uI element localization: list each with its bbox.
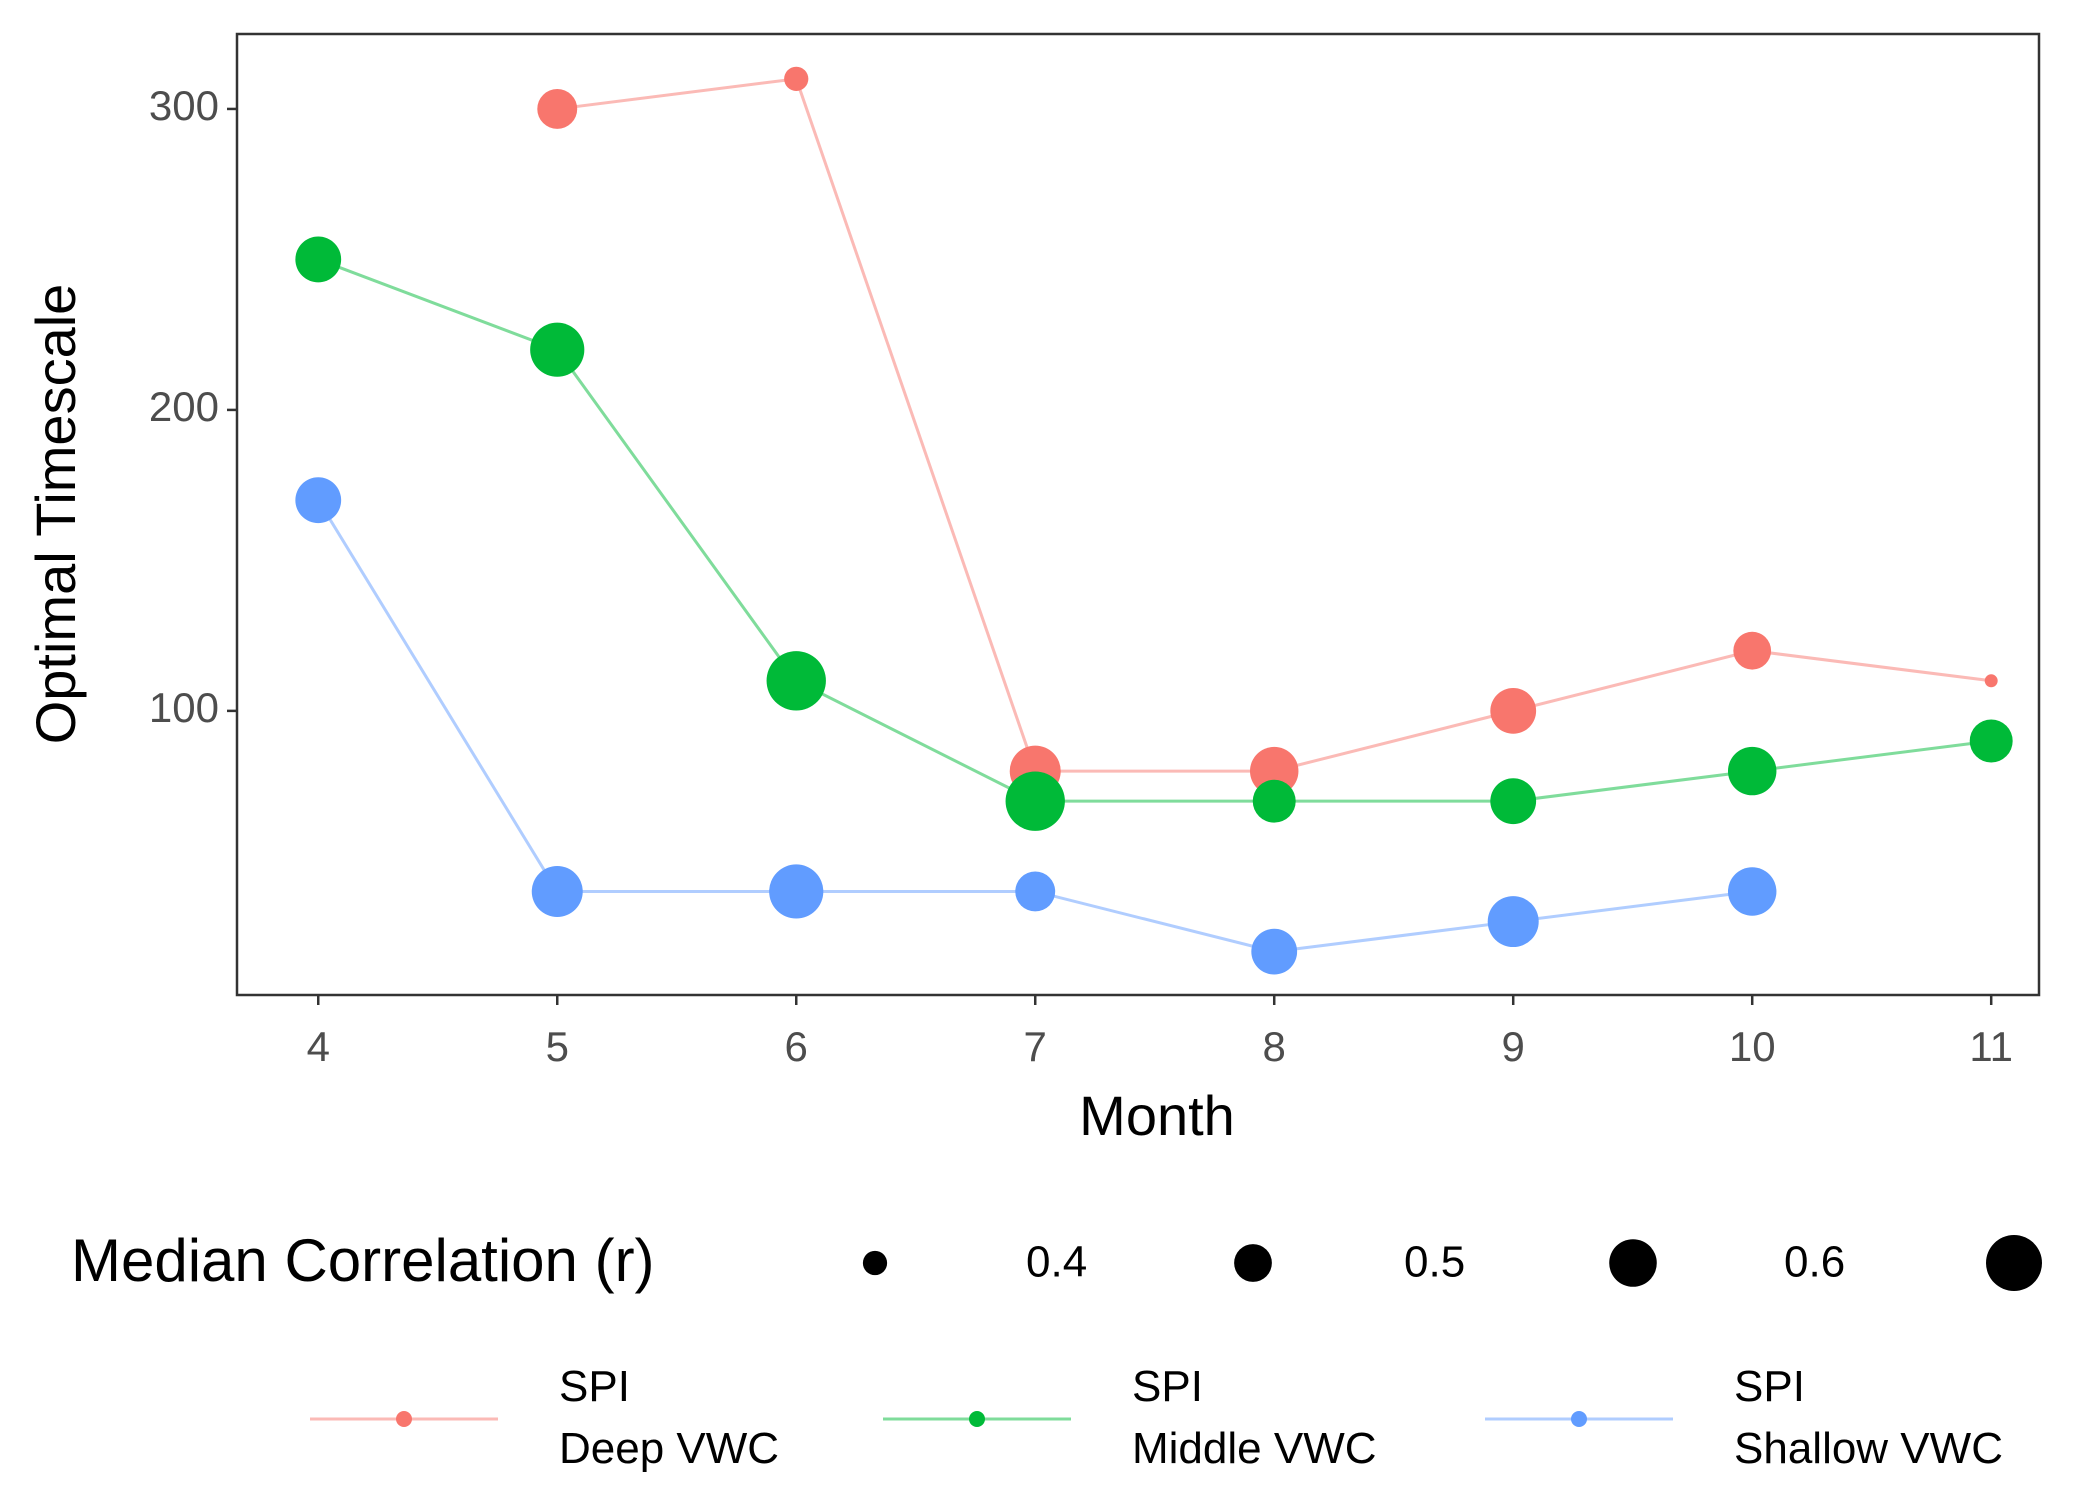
data-point: [1984, 674, 1998, 688]
x-tick-label: 9: [1502, 1023, 1525, 1070]
data-point: [1490, 687, 1537, 734]
panel-border: [235, 32, 2041, 997]
y-tick-label: 200: [149, 383, 219, 430]
data-point: [1969, 719, 2013, 763]
legend-size-key: [1234, 1244, 1272, 1282]
y-axis-title: Optimal Timescale: [24, 284, 87, 745]
x-tick-label: 11: [1969, 1023, 2013, 1070]
data-point: [531, 865, 583, 917]
data-point: [1727, 867, 1777, 916]
data-point: [530, 322, 585, 377]
data-point: [1487, 896, 1539, 948]
y-tick-label: 100: [149, 684, 219, 731]
legend-label: SPI Shallow VWC: [1734, 1362, 2003, 1473]
legend-point: [396, 1411, 412, 1427]
legend-point: [969, 1411, 985, 1427]
x-tick-label: 6: [785, 1023, 808, 1070]
data-point: [784, 66, 809, 91]
data-point: [1490, 778, 1537, 825]
data-point: [769, 864, 824, 919]
series-line: [317, 258, 1992, 803]
legend-label: SPI Deep VWC: [559, 1362, 779, 1473]
data-point: [766, 651, 826, 711]
data-point: [1249, 746, 1299, 796]
plot-area: [295, 66, 2013, 975]
size-legend-title: Median Correlation (r): [71, 1227, 655, 1294]
data-point: [537, 88, 578, 129]
legend-point: [1571, 1411, 1587, 1427]
data-point: [1005, 771, 1065, 831]
x-tick-label: 10: [1729, 1023, 1776, 1070]
x-tick-label: 4: [307, 1023, 330, 1070]
x-tick-label: 7: [1024, 1023, 1047, 1070]
data-point: [295, 236, 342, 283]
x-tick-label: 5: [546, 1023, 569, 1070]
x-axis-title: Month: [1079, 1084, 1235, 1147]
y-tick-label: 300: [149, 82, 219, 129]
x-tick-label: 8: [1263, 1023, 1286, 1070]
legend-size-label: 0.5: [1404, 1238, 1465, 1287]
data-point: [1252, 779, 1296, 823]
data-point: [1727, 746, 1777, 796]
data-point: [1015, 871, 1056, 912]
data-point: [1733, 631, 1772, 670]
data-point: [295, 477, 342, 524]
legend-size-key: [1986, 1235, 2042, 1291]
legend-size-key: [862, 1250, 888, 1276]
legend-size-label: 0.4: [1026, 1238, 1087, 1287]
legend-size-label: 0.6: [1784, 1238, 1845, 1287]
data-point: [1251, 928, 1298, 975]
legend-label: SPI Middle VWC: [1132, 1362, 1377, 1473]
legend-size-key: [1609, 1239, 1657, 1287]
